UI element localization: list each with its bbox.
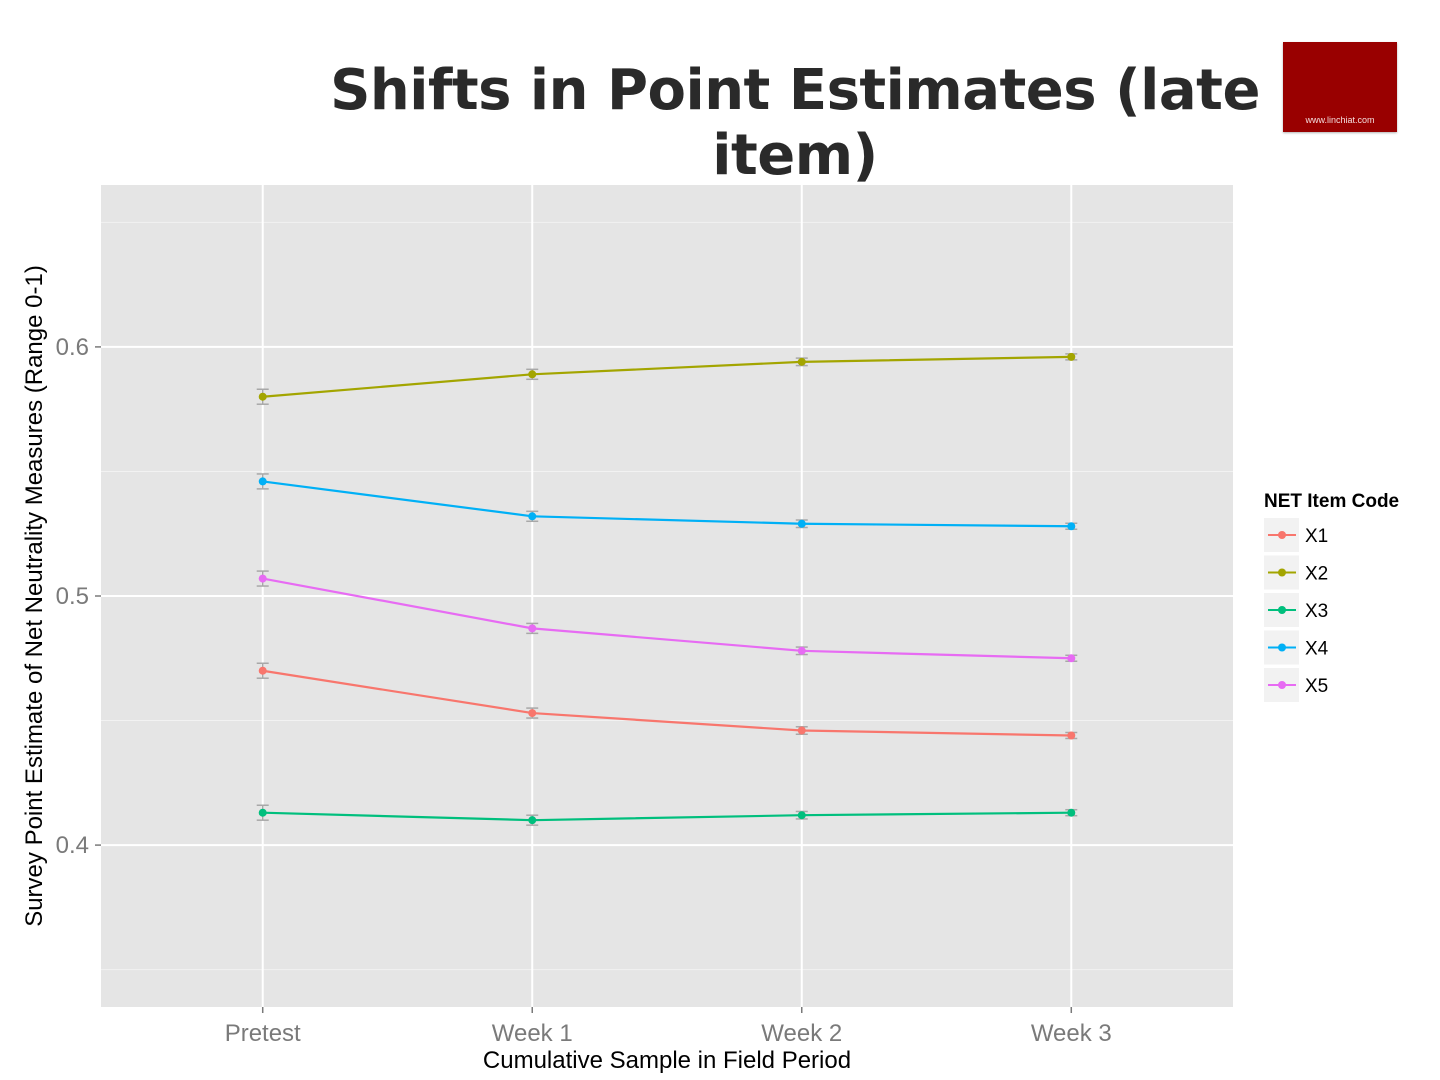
legend-item-x1: X1 xyxy=(1264,518,1328,552)
legend-item-x5: X5 xyxy=(1264,668,1328,702)
x-tick-label: Week 3 xyxy=(1031,1020,1112,1047)
series-layer xyxy=(256,352,1078,826)
y-tick-label: 0.4 xyxy=(56,832,89,859)
logo-box: www.linchiat.com xyxy=(1283,42,1397,132)
data-point xyxy=(258,574,267,583)
data-point xyxy=(258,666,267,675)
data-point xyxy=(797,811,806,820)
data-point xyxy=(1067,522,1076,531)
legend-label: X3 xyxy=(1305,601,1328,622)
data-point xyxy=(797,646,806,655)
minor-gridlines xyxy=(101,221,1233,971)
data-point xyxy=(528,709,537,718)
x-axis-title: Cumulative Sample in Field Period xyxy=(483,1047,851,1074)
major-gridlines xyxy=(101,185,1233,1007)
data-point xyxy=(1067,731,1076,740)
legend-key-point xyxy=(1278,606,1286,614)
data-point xyxy=(797,357,806,366)
legend-key-point xyxy=(1278,531,1286,539)
y-axis-title: Survey Point Estimate of Net Neutrality … xyxy=(21,265,48,927)
slide-title: Shifts in Point Estimates (late item) xyxy=(330,58,1260,188)
legend-key-point xyxy=(1278,643,1286,652)
series-x5 xyxy=(256,570,1078,663)
x-tick-label: Pretest xyxy=(225,1020,301,1047)
legend-key-point xyxy=(1278,681,1286,689)
legend-label: X5 xyxy=(1305,676,1328,697)
series-x1 xyxy=(256,662,1078,740)
data-point xyxy=(528,624,537,633)
series-line xyxy=(262,577,1072,660)
data-point xyxy=(1067,808,1076,817)
data-point xyxy=(528,512,537,521)
x-tick-label: Week 2 xyxy=(761,1020,842,1047)
legend-label: X1 xyxy=(1305,526,1328,547)
data-point xyxy=(797,726,806,735)
legend-label: X2 xyxy=(1305,564,1328,585)
x-tick-label: Week 1 xyxy=(492,1020,573,1047)
legend-item-x3: X3 xyxy=(1264,593,1328,627)
series-x2 xyxy=(256,352,1078,405)
series-line xyxy=(262,355,1072,398)
series-line xyxy=(262,811,1072,822)
data-point xyxy=(528,816,537,825)
data-point xyxy=(258,477,267,486)
data-point xyxy=(528,370,537,379)
legend-item-x4: X4 xyxy=(1264,630,1329,665)
data-point xyxy=(258,808,267,817)
series-x3 xyxy=(256,804,1078,826)
series-line xyxy=(262,480,1072,528)
data-point xyxy=(258,392,267,401)
legend-key-point xyxy=(1278,568,1286,577)
legend: NET Item Code X1 X2 X3 X4 X5 xyxy=(1264,491,1399,702)
data-point xyxy=(797,519,806,528)
series-line xyxy=(262,669,1072,737)
logo-text: www.linchiat.com xyxy=(1305,115,1375,125)
series-x4 xyxy=(256,473,1078,531)
data-point xyxy=(1067,352,1076,361)
y-tick-label: 0.6 xyxy=(56,334,89,361)
legend-item-x2: X2 xyxy=(1264,555,1328,590)
y-tick-label: 0.5 xyxy=(56,583,89,610)
legend-label: X4 xyxy=(1305,639,1329,660)
x-axis: Pretest Week 1 Week 2 Week 3 xyxy=(225,1007,1112,1047)
data-point xyxy=(1067,654,1076,663)
legend-title: NET Item Code xyxy=(1264,491,1399,512)
y-axis: 0.4 0.5 0.6 xyxy=(56,334,101,859)
